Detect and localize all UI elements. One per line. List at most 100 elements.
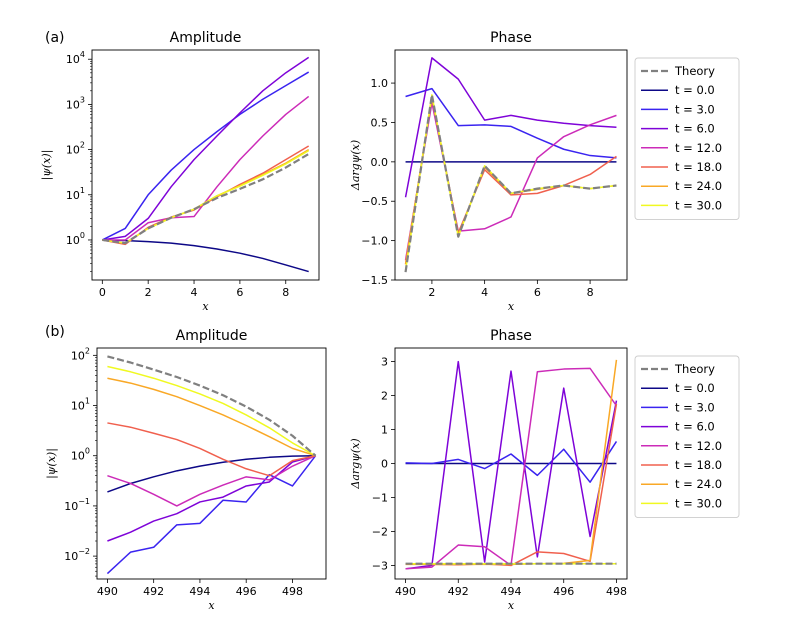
y-tick-label: −1.0 (361, 235, 388, 248)
legend-label: t = 18.0 (675, 458, 722, 472)
plot-area (101, 56, 310, 273)
legend-box (634, 57, 740, 221)
y-axis-label: Δargψ(x) (349, 140, 362, 191)
y-tick-label: −1 (372, 491, 388, 504)
legend-label: Theory (674, 64, 715, 78)
x-tick-label: 2 (428, 286, 435, 299)
legend-label: t = 0.0 (675, 83, 715, 97)
x-tick-label: 4 (481, 286, 488, 299)
y-tick-label: 1.0 (371, 77, 389, 90)
legend-label: t = 18.0 (675, 160, 722, 174)
y-tick-label: 102 (71, 346, 90, 362)
chart-title: Amplitude (170, 30, 242, 46)
series-t-3-0 (405, 87, 617, 159)
legend-label: t = 0.0 (675, 381, 715, 395)
y-tick-label: 101 (71, 397, 90, 413)
y-tick-label: 101 (66, 186, 85, 202)
series-theory (102, 153, 310, 245)
x-tick-label: 0 (99, 286, 106, 299)
legend-label: t = 30.0 (675, 496, 722, 510)
series-t-6-0 (107, 454, 316, 542)
y-tick-label: 2 (381, 390, 388, 403)
series-t-3-0 (101, 71, 310, 241)
x-tick-label: 2 (145, 286, 152, 299)
series-t-3-0 (405, 441, 618, 483)
x-axis-label: x (508, 599, 515, 612)
panel-a-amp: (a) Amplitude 0 2 4 6 8 100 101 102 103 104 x |ψ(x)| (40, 30, 320, 313)
panel-b-amp: (b) Amplitude 490 492 494 496 498 10−2 10−1 100 10… (45, 324, 327, 612)
y-tick-label: 102 (66, 141, 85, 157)
series-t-6-0 (404, 57, 617, 198)
x-tick-label: 494 (501, 585, 522, 598)
x-tick-label: 8 (282, 286, 289, 299)
x-tick-label: 492 (143, 585, 164, 598)
x-tick-label: 496 (236, 585, 257, 598)
x-tick-label: 6 (534, 286, 541, 299)
panel-label: (b) (45, 324, 65, 340)
legend-label: t = 24.0 (675, 477, 722, 491)
x-tick-label: 490 (97, 585, 118, 598)
y-tick-label: 10−1 (64, 497, 90, 513)
chart-title: Phase (490, 328, 532, 344)
series-theory (107, 355, 317, 457)
panel-label: (a) (45, 30, 65, 46)
chart-title: Phase (490, 30, 532, 46)
series-t-6-0 (405, 360, 618, 570)
y-tick-label: 103 (66, 95, 85, 111)
legend-label: t = 12.0 (675, 141, 722, 155)
x-tick-label: 492 (448, 585, 469, 598)
panel-a-ph: Phase 2 4 6 8 −1.5 −1.0 −0.5 0.0 0.5 1.0 x Δargψ(x) T… (349, 30, 740, 313)
legend: Theory t = 0.0 t = 3.0 t = 6.0 t = 12.0 t = 1… (634, 57, 740, 221)
y-axis-label: |ψ(x)| (40, 150, 54, 181)
series-t-30-0 (404, 94, 617, 271)
series-t-6-0 (102, 56, 310, 241)
plot-area (404, 57, 617, 273)
series-t-30-0 (107, 365, 316, 457)
legend-label: Theory (674, 362, 715, 376)
y-tick-label: 0.5 (371, 116, 389, 129)
series-theory (404, 93, 617, 273)
x-tick-label: 6 (236, 286, 243, 299)
y-tick-label: −1.5 (361, 274, 388, 287)
y-tick-label: 0.0 (371, 156, 389, 169)
plot-area (405, 359, 618, 570)
legend-label: t = 30.0 (675, 198, 722, 212)
series-t-24-0 (107, 377, 316, 457)
axes-frame (394, 49, 628, 281)
x-axis-label: x (508, 300, 515, 313)
legend: Theory t = 0.0 t = 3.0 t = 6.0 t = 12.0 t = 1… (634, 355, 740, 519)
legend-label: t = 24.0 (675, 179, 722, 193)
series-t-18-0 (405, 403, 618, 567)
chart-title: Amplitude (176, 328, 248, 344)
x-axis-label: x (202, 300, 209, 313)
y-tick-label: 100 (66, 231, 85, 247)
legend-label: t = 3.0 (675, 400, 715, 414)
legend-label: t = 6.0 (675, 122, 715, 136)
y-axis-label: |ψ(x)| (45, 448, 59, 479)
x-tick-label: 498 (282, 585, 303, 598)
x-tick-label: 490 (395, 585, 416, 598)
series-t-12-0 (107, 455, 316, 507)
x-tick-label: 4 (191, 286, 198, 299)
plot-area (106, 355, 317, 575)
legend-box (634, 355, 740, 519)
y-tick-label: 100 (71, 447, 90, 463)
series-t-0-0 (107, 454, 316, 493)
y-tick-label: 10−2 (64, 547, 90, 563)
legend-label: t = 3.0 (675, 102, 715, 116)
legend-label: t = 12.0 (675, 439, 722, 453)
y-tick-label: 3 (381, 356, 388, 369)
y-tick-label: −3 (372, 559, 388, 572)
y-tick-label: −2 (372, 525, 388, 538)
axes-frame (91, 49, 320, 281)
y-tick-label: 1 (381, 424, 388, 437)
series-t-12-0 (405, 367, 618, 570)
x-tick-label: 498 (606, 585, 627, 598)
x-tick-label: 8 (587, 286, 594, 299)
x-tick-label: 494 (189, 585, 210, 598)
y-tick-label: 0 (381, 458, 388, 471)
y-tick-label: 104 (66, 50, 85, 66)
x-axis-label: x (208, 599, 215, 612)
y-tick-label: −0.5 (361, 195, 388, 208)
